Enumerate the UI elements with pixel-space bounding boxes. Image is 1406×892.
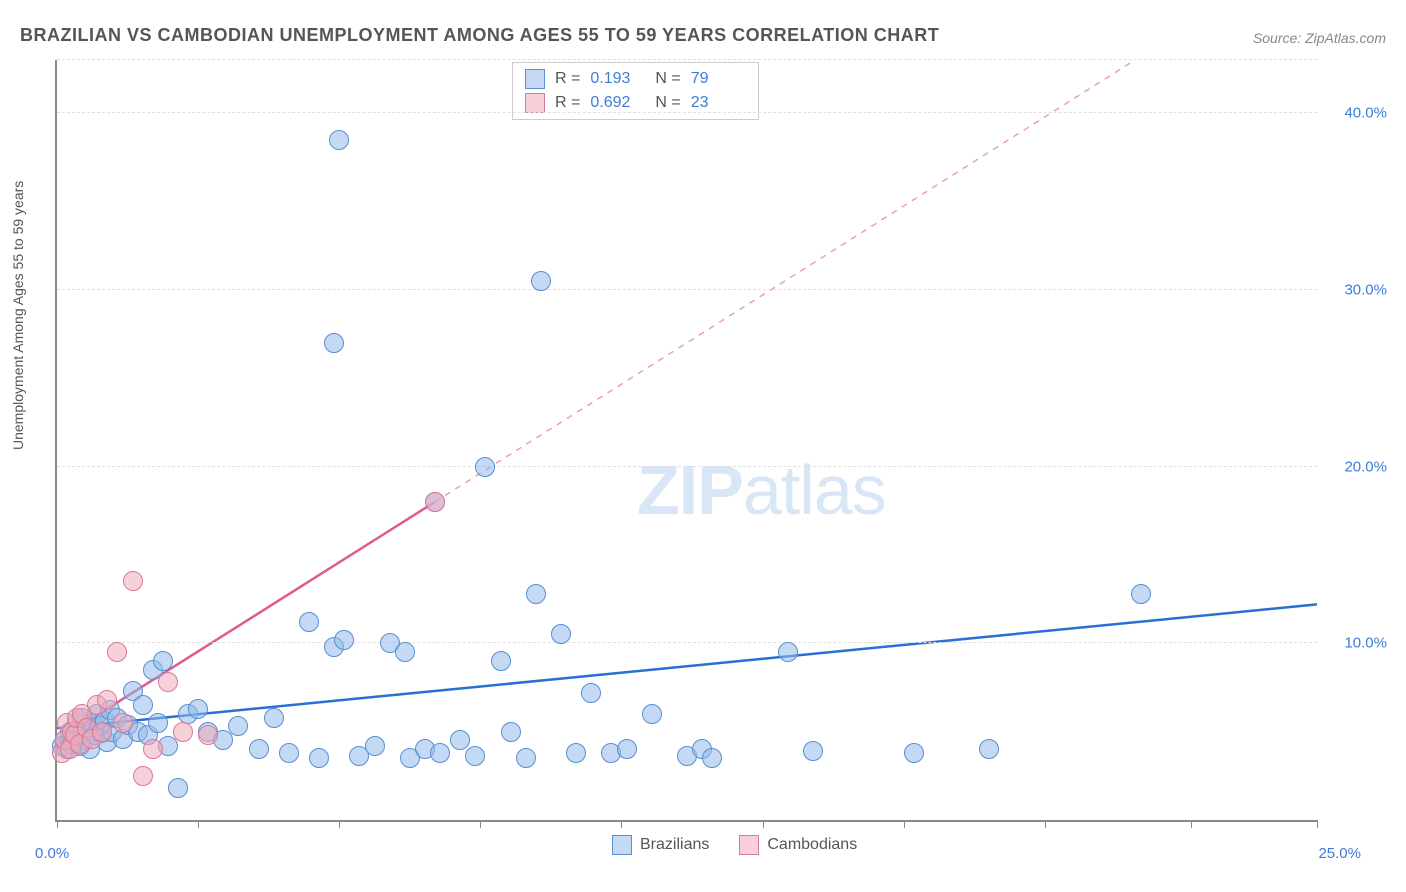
scatter-point	[153, 651, 173, 671]
x-tick-label-min: 0.0%	[35, 845, 69, 862]
scatter-point	[123, 571, 143, 591]
legend-label-1: Brazilians	[640, 836, 709, 854]
scatter-point	[450, 730, 470, 750]
x-tick-label-max: 25.0%	[1318, 845, 1361, 862]
x-tick	[621, 820, 622, 828]
legend: Brazilians Cambodians	[612, 835, 857, 855]
y-tick-label: 10.0%	[1344, 635, 1387, 652]
legend-swatch-blue-icon	[612, 835, 632, 855]
x-tick	[1317, 820, 1318, 828]
scatter-point	[92, 722, 112, 742]
scatter-point	[551, 624, 571, 644]
x-tick	[339, 820, 340, 828]
x-tick	[1191, 820, 1192, 828]
source-label: Source:	[1253, 30, 1301, 46]
watermark: ZIPatlas	[637, 450, 886, 530]
gridline	[57, 289, 1317, 290]
n-value-1: 79	[691, 67, 746, 91]
stats-row-1: R = 0.193 N = 79	[525, 67, 746, 91]
scatter-point	[299, 612, 319, 632]
scatter-point	[133, 766, 153, 786]
scatter-point	[430, 743, 450, 763]
x-tick	[1045, 820, 1046, 828]
scatter-point	[566, 743, 586, 763]
y-tick-label: 20.0%	[1344, 458, 1387, 475]
chart-title: BRAZILIAN VS CAMBODIAN UNEMPLOYMENT AMON…	[20, 25, 939, 46]
scatter-point	[133, 695, 153, 715]
chart-container: BRAZILIAN VS CAMBODIAN UNEMPLOYMENT AMON…	[0, 0, 1406, 892]
r-value-1: 0.193	[590, 67, 645, 91]
x-tick	[57, 820, 58, 828]
x-tick	[198, 820, 199, 828]
scatter-point	[324, 333, 344, 353]
gridline	[57, 59, 1317, 60]
scatter-point	[465, 746, 485, 766]
n-label-1: N =	[655, 67, 680, 91]
scatter-point	[97, 690, 117, 710]
legend-swatch-pink-icon	[739, 835, 759, 855]
scatter-point	[228, 716, 248, 736]
scatter-point	[979, 739, 999, 759]
scatter-point	[531, 271, 551, 291]
swatch-pink-icon	[525, 93, 545, 113]
y-tick-label: 30.0%	[1344, 281, 1387, 298]
scatter-point	[526, 584, 546, 604]
scatter-point	[158, 672, 178, 692]
y-tick-label: 40.0%	[1344, 105, 1387, 122]
scatter-point	[113, 713, 133, 733]
legend-label-2: Cambodians	[767, 836, 857, 854]
scatter-point	[168, 778, 188, 798]
scatter-point	[1131, 584, 1151, 604]
swatch-blue-icon	[525, 69, 545, 89]
x-tick	[763, 820, 764, 828]
scatter-point	[516, 748, 536, 768]
r-label-1: R =	[555, 67, 580, 91]
watermark-bold: ZIP	[637, 451, 743, 529]
scatter-point	[475, 457, 495, 477]
plot-area: ZIPatlas R = 0.193 N = 79 R = 0.692 N = …	[55, 60, 1317, 822]
gridline	[57, 112, 1317, 113]
scatter-point	[249, 739, 269, 759]
scatter-point	[491, 651, 511, 671]
scatter-point	[198, 725, 218, 745]
scatter-point	[264, 708, 284, 728]
scatter-point	[279, 743, 299, 763]
scatter-point	[702, 748, 722, 768]
scatter-point	[425, 492, 445, 512]
x-tick	[904, 820, 905, 828]
watermark-rest: atlas	[743, 451, 886, 529]
trendlines-svg	[57, 60, 1317, 820]
scatter-point	[617, 739, 637, 759]
scatter-point	[143, 739, 163, 759]
legend-item-2: Cambodians	[739, 835, 857, 855]
y-axis-label: Unemployment Among Ages 55 to 59 years	[10, 181, 26, 450]
gridline	[57, 642, 1317, 643]
scatter-point	[365, 736, 385, 756]
scatter-point	[334, 630, 354, 650]
scatter-point	[395, 642, 415, 662]
scatter-point	[188, 699, 208, 719]
scatter-point	[173, 722, 193, 742]
scatter-point	[107, 642, 127, 662]
scatter-point	[148, 713, 168, 733]
scatter-point	[778, 642, 798, 662]
gridline	[57, 466, 1317, 467]
x-tick	[480, 820, 481, 828]
scatter-point	[581, 683, 601, 703]
source-value: ZipAtlas.com	[1305, 30, 1386, 46]
scatter-point	[309, 748, 329, 768]
source-attribution: Source: ZipAtlas.com	[1253, 30, 1386, 46]
scatter-point	[501, 722, 521, 742]
scatter-point	[803, 741, 823, 761]
scatter-point	[642, 704, 662, 724]
scatter-point	[904, 743, 924, 763]
legend-item-1: Brazilians	[612, 835, 709, 855]
scatter-point	[329, 130, 349, 150]
